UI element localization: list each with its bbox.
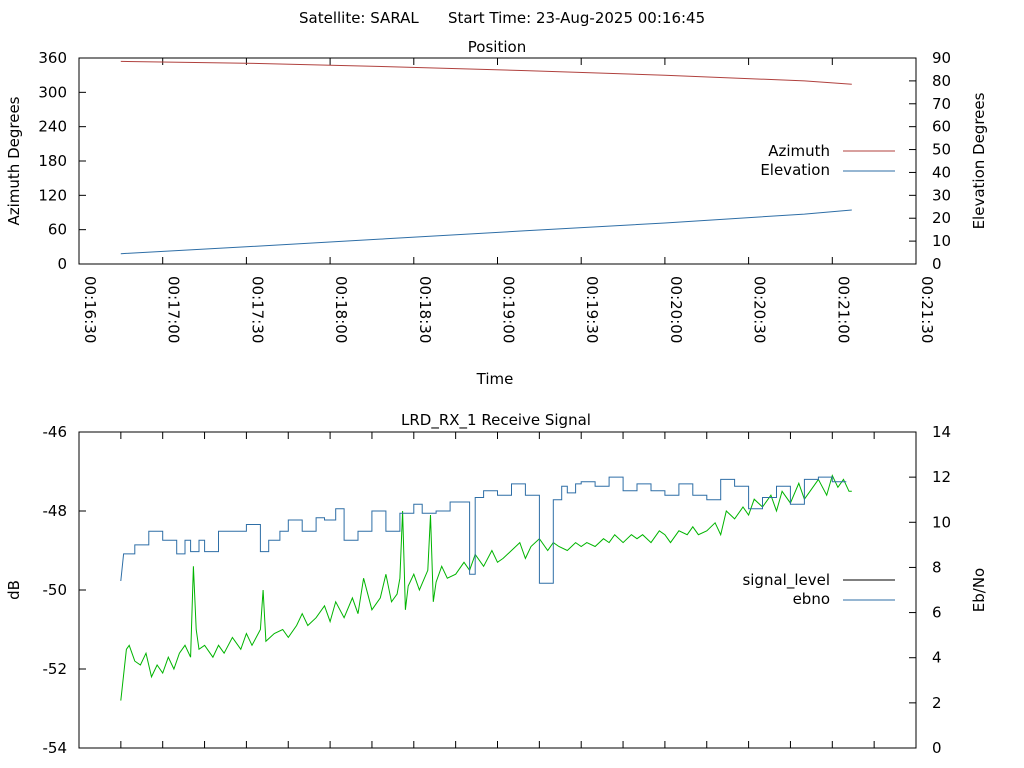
- y2-tick-label: 8: [932, 558, 942, 576]
- y2-tick-label: 10: [932, 513, 951, 531]
- x-tick-label: 00:17:00: [165, 276, 183, 343]
- satellite-label: Satellite: SARAL: [299, 9, 419, 27]
- y-tick-label: -48: [43, 502, 68, 520]
- x-tick-label: 00:20:00: [667, 276, 685, 343]
- elevation-axis-label: Elevation Degrees: [970, 92, 988, 229]
- position-series: [120, 60, 852, 255]
- y-tick-label: 120: [38, 186, 67, 204]
- legend-signal-level-label: signal_level: [742, 571, 830, 590]
- receive-right-axis: 0 2 4 6 8 10 12 14: [909, 423, 951, 757]
- position-time-axis: 00:16:30 00:17:00 00:17:30 00:18:00 00:18:30…: [78, 58, 936, 343]
- start-time-label: Start Time: 23-Aug-2025 00:16:45: [448, 9, 705, 27]
- y-tick-label: 180: [38, 152, 67, 170]
- y2-tick-label: 14: [932, 423, 951, 441]
- y-tick-label: -50: [43, 581, 68, 599]
- x-tick-label: 00:16:30: [81, 276, 99, 343]
- receive-signal-chart: LRD_RX_1 Receive Signal -54-52-50-48-46 …: [5, 411, 988, 757]
- receive-legend: signal_level ebno: [742, 571, 895, 608]
- x-tick-label: 00:17:30: [248, 276, 266, 343]
- y2-tick-label: 0: [932, 255, 942, 273]
- position-chart-title: Position: [468, 38, 526, 56]
- y-tick-label: 360: [38, 49, 67, 67]
- y2-tick-label: 90: [932, 49, 951, 67]
- x-tick-label: 00:20:30: [751, 276, 769, 343]
- receive-series: [120, 474, 852, 701]
- y-tick-label: -54: [43, 739, 68, 757]
- y2-tick-label: 70: [932, 95, 951, 113]
- y-tick-label: 240: [38, 118, 67, 136]
- x-tick-label: 00:18:00: [332, 276, 350, 343]
- series-line-signal_level: [120, 474, 852, 701]
- y2-tick-label: 30: [932, 186, 951, 204]
- db-axis-label: dB: [5, 580, 23, 600]
- x-tick-label: 00:19:00: [500, 276, 518, 343]
- y2-tick-label: 50: [932, 141, 951, 159]
- y2-tick-label: 12: [932, 468, 951, 486]
- position-right-axis: 0 10 20 30 40 50 60 70 80 90: [909, 49, 951, 273]
- y2-tick-label: 2: [932, 694, 942, 712]
- x-tick-label: 00:21:30: [918, 276, 936, 343]
- time-axis-label: Time: [476, 370, 514, 388]
- series-line-azimuth: [120, 60, 852, 85]
- legend-ebno-label: ebno: [793, 590, 830, 608]
- y2-tick-label: 80: [932, 72, 951, 90]
- y-tick-label: -46: [43, 423, 68, 441]
- y2-tick-label: 6: [932, 604, 942, 622]
- receive-signal-chart-title: LRD_RX_1 Receive Signal: [401, 411, 591, 430]
- y2-tick-label: 40: [932, 163, 951, 181]
- y-tick-label: 0: [57, 255, 67, 273]
- x-tick-label: 00:19:30: [583, 276, 601, 343]
- receive-time-axis: [78, 432, 917, 748]
- series-line-elevation: [120, 209, 852, 255]
- legend-elevation-label: Elevation: [760, 161, 830, 179]
- x-tick-label: 00:18:30: [416, 276, 434, 343]
- position-chart: Position 0 60 120 180 240 300 360 0 10 20 30 40 50 6…: [5, 38, 988, 388]
- y2-tick-label: 0: [932, 739, 942, 757]
- y2-tick-label: 60: [932, 118, 951, 136]
- y-tick-label: 300: [38, 83, 67, 101]
- y-tick-label: -52: [43, 660, 68, 678]
- receive-plot-frame: [78, 431, 917, 749]
- receive-left-axis: -54 -52 -50 -48 -46: [43, 423, 86, 757]
- position-legend: Azimuth Elevation: [760, 142, 895, 179]
- y2-tick-label: 10: [932, 232, 951, 250]
- y2-tick-label: 4: [932, 649, 942, 667]
- position-left-axis: 0 60 120 180 240 300 360: [38, 49, 86, 273]
- azimuth-axis-label: Azimuth Degrees: [5, 96, 23, 225]
- series-line-ebno: [120, 476, 847, 584]
- x-tick-label: 00:21:00: [834, 276, 852, 343]
- ebno-axis-label: Eb/No: [970, 568, 988, 612]
- y2-tick-label: 20: [932, 209, 951, 227]
- y-tick-label: 60: [48, 221, 67, 239]
- legend-azimuth-label: Azimuth: [768, 142, 830, 160]
